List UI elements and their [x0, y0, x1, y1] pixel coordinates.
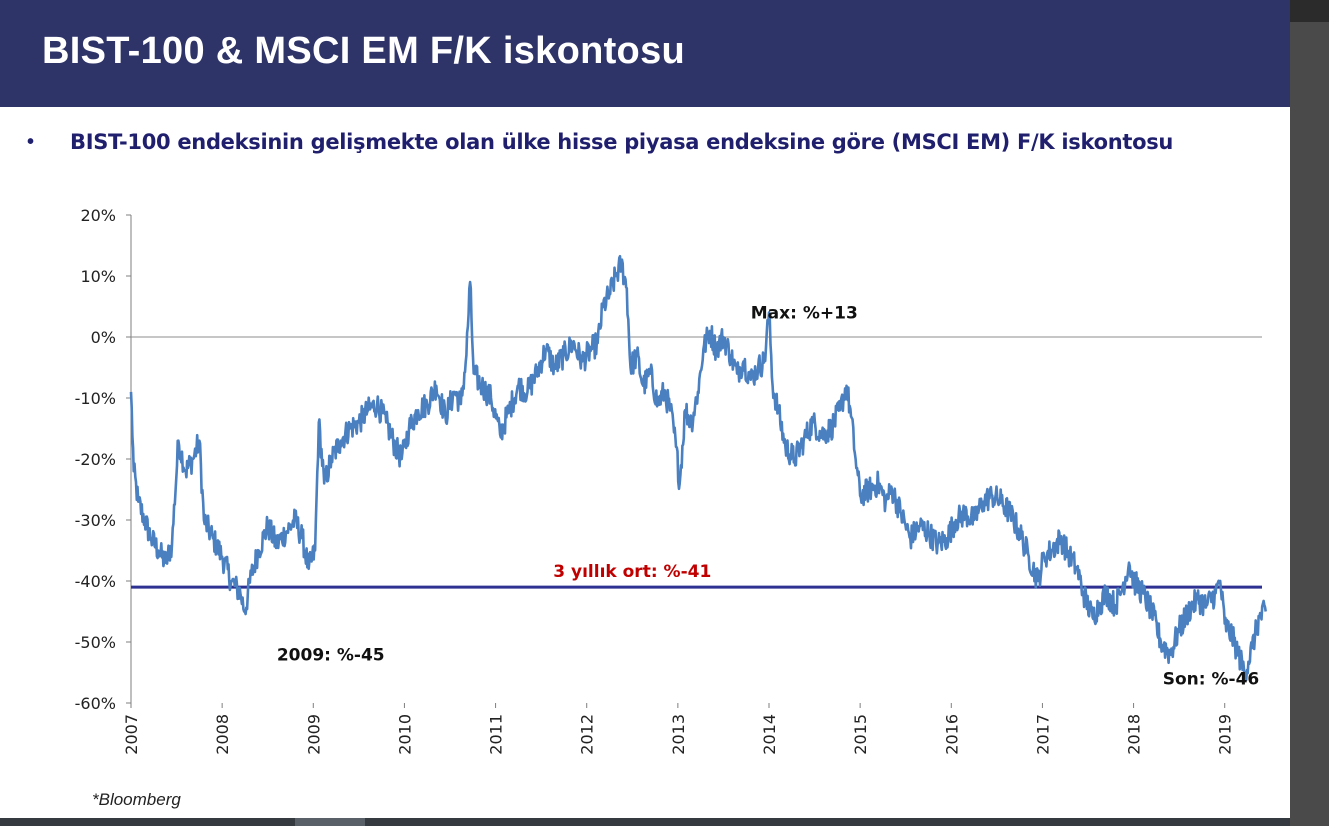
x-tick-label: 2012 — [578, 714, 597, 755]
chart-annotations: Max: %+13 2009: %-45 Son: %-46 — [277, 304, 1259, 690]
y-tick-label: 20% — [80, 206, 116, 225]
line-chart: 20% 10% 0% -10% -20% -30% -40% -50% -60% 2007 2008… — [75, 206, 1267, 755]
y-tick-label: -50% — [75, 633, 116, 652]
average-label: 3 yıllık ort: %-41 — [553, 562, 711, 582]
x-tick-label: 2011 — [487, 714, 506, 755]
annotation-label: Max: %+13 — [751, 304, 858, 324]
x-tick-label: 2008 — [213, 714, 232, 755]
side-panel — [1290, 0, 1329, 826]
x-tick-label: 2010 — [395, 714, 414, 755]
side-panel-top — [1290, 0, 1329, 22]
chart-reference-lines: 3 yıllık ort: %-41 — [131, 336, 1262, 589]
x-tick-label: 2015 — [851, 714, 870, 755]
y-tick-label: -20% — [75, 450, 116, 469]
source-note: *Bloomberg — [92, 790, 181, 809]
y-tick-label: -30% — [75, 511, 116, 530]
y-tick-label: -60% — [75, 694, 116, 713]
x-tick-label: 2017 — [1033, 714, 1052, 755]
header-bar: BIST-100 & MSCI EM F/K iskontosu — [0, 0, 1290, 107]
series-line — [129, 254, 1267, 682]
chart-series — [129, 254, 1267, 682]
annotation-label: Son: %-46 — [1163, 670, 1260, 690]
y-tick-label: -40% — [75, 572, 116, 591]
bottom-bar — [0, 818, 1290, 826]
x-tick-label: 2018 — [1125, 714, 1144, 755]
chart-ticks: 20% 10% 0% -10% -20% -30% -40% -50% -60% 2007 2008… — [75, 206, 1235, 755]
x-tick-label: 2019 — [1216, 714, 1235, 755]
x-tick-label: 2016 — [942, 714, 961, 755]
x-tick-label: 2014 — [760, 714, 779, 755]
x-tick-label: 2007 — [122, 714, 141, 755]
annotation-label: 2009: %-45 — [277, 645, 385, 665]
bullet-marker: • — [27, 131, 35, 153]
x-tick-label: 2009 — [304, 714, 323, 755]
y-tick-label: 0% — [91, 328, 116, 347]
bottom-bar-segment — [295, 818, 365, 826]
x-tick-label: 2013 — [669, 714, 688, 755]
y-tick-label: 10% — [80, 267, 116, 286]
page-title: BIST-100 & MSCI EM F/K iskontosu — [42, 30, 686, 72]
chart-subtitle: BIST-100 endeksinin gelişmekte olan ülke… — [70, 130, 1174, 154]
y-tick-label: -10% — [75, 389, 116, 408]
